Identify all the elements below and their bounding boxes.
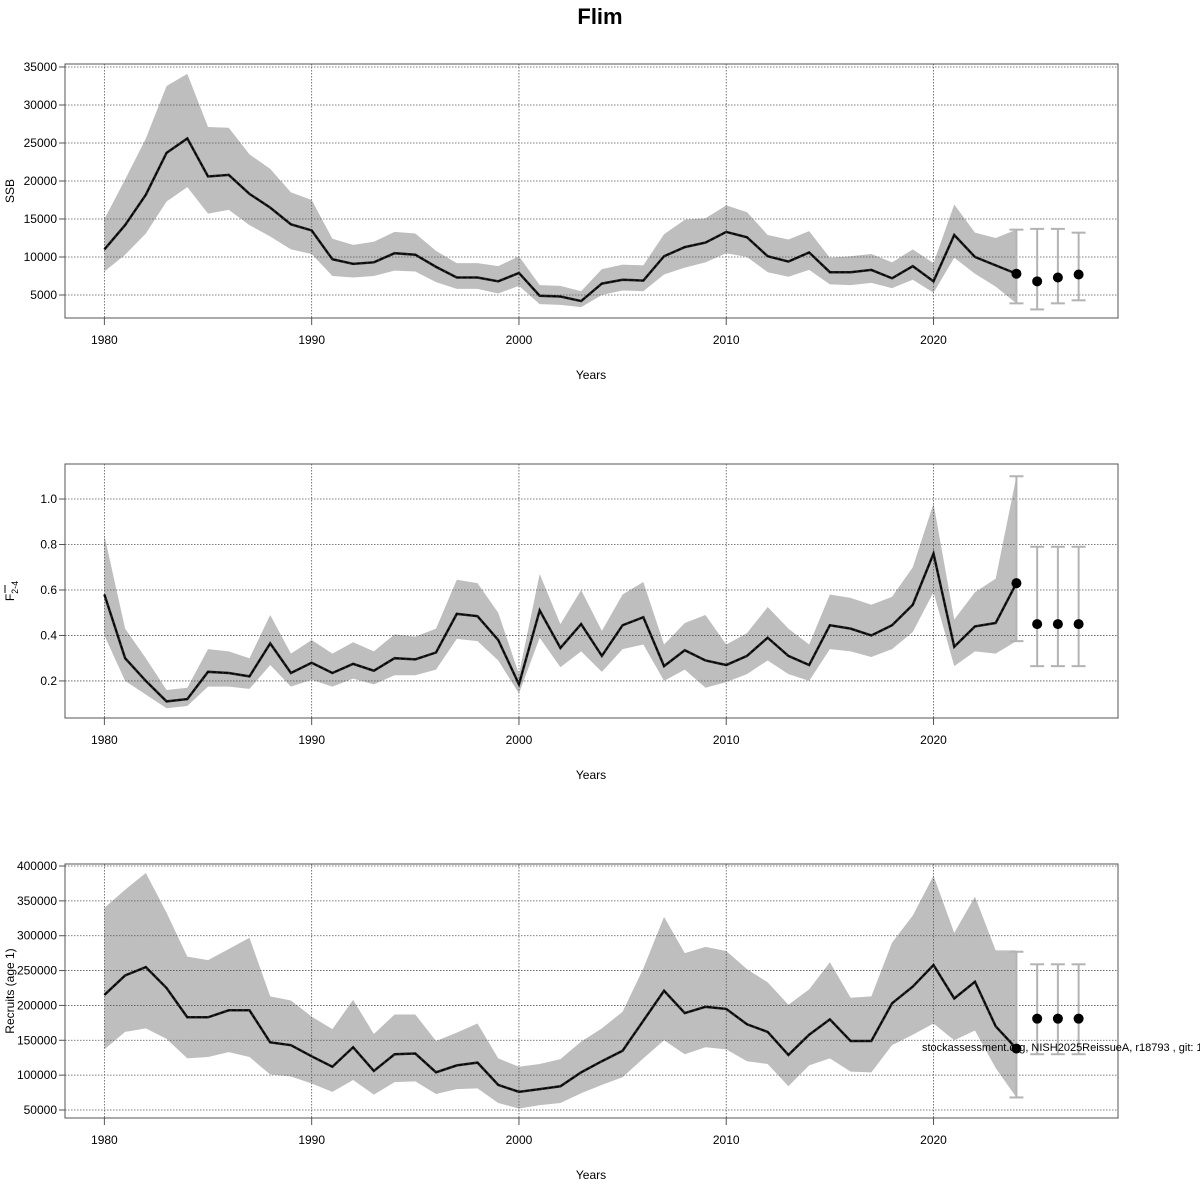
confidence-band bbox=[104, 476, 1017, 709]
y-axis-label-subscript: 2-4 bbox=[10, 581, 20, 594]
x-tick-label: 1990 bbox=[298, 733, 325, 747]
panel-1: 1980 1990 2000 2010 2020 5000 10000 15000 20000 2… bbox=[3, 60, 1119, 382]
x-tick-label: 2020 bbox=[920, 333, 947, 347]
x-tick-label: 2020 bbox=[920, 1133, 947, 1147]
y-axis-label: F2-4 bbox=[3, 581, 20, 601]
plot-frame bbox=[64, 863, 1119, 1119]
forecast-point bbox=[1052, 1013, 1063, 1024]
y-tick-label: 400000 bbox=[17, 859, 57, 873]
plot-frame bbox=[64, 463, 1119, 719]
x-tick-label: 2010 bbox=[713, 333, 740, 347]
forecast-point bbox=[1011, 1043, 1022, 1054]
forecast-point bbox=[1073, 269, 1084, 280]
x-tick-label: 1980 bbox=[91, 333, 118, 347]
x-axis-label: Years bbox=[576, 368, 606, 382]
y-tick-label: 0.6 bbox=[40, 583, 57, 597]
forecast-point bbox=[1052, 272, 1063, 283]
y-tick-label: 35000 bbox=[24, 60, 58, 74]
y-tick-label: 10000 bbox=[24, 250, 58, 264]
panel-2: 1980 1990 2000 2010 2020 0.2 0.4 0.6 0.8 1.0 Years… bbox=[3, 463, 1119, 782]
y-tick-label: 20000 bbox=[24, 174, 58, 188]
x-tick-label: 2010 bbox=[713, 733, 740, 747]
y-tick-label: 5000 bbox=[30, 288, 57, 302]
forecast-point bbox=[1032, 276, 1043, 287]
x-tick-label: 2010 bbox=[713, 1133, 740, 1147]
footer-text: stockassessment.org, NISH2025ReissueA, r… bbox=[922, 1042, 1200, 1054]
x-tick-label: 2000 bbox=[506, 1133, 533, 1147]
y-tick-label: 350000 bbox=[17, 894, 57, 908]
y-tick-label: 0.2 bbox=[40, 674, 57, 688]
x-axis-label: Years bbox=[576, 768, 606, 782]
estimate-line-dash bbox=[103, 551, 1017, 703]
confidence-band bbox=[104, 872, 1017, 1109]
x-tick-label: 1990 bbox=[298, 1133, 325, 1147]
x-tick-label: 1990 bbox=[298, 333, 325, 347]
y-tick-label: 30000 bbox=[24, 98, 58, 112]
y-tick-label: 0.4 bbox=[40, 628, 57, 642]
y-tick-label: 150000 bbox=[17, 1033, 57, 1047]
panel-3: 1980 1990 2000 2010 2020 50000 100000 150000 200… bbox=[3, 859, 1119, 1182]
y-tick-label: 200000 bbox=[17, 998, 57, 1012]
forecast-point bbox=[1073, 619, 1084, 630]
forecast-point bbox=[1032, 1013, 1043, 1024]
x-tick-label: 2000 bbox=[506, 333, 533, 347]
forecast-point bbox=[1011, 578, 1022, 589]
x-tick-label: 1980 bbox=[91, 733, 118, 747]
forecast-point bbox=[1032, 619, 1043, 630]
y-tick-label: 25000 bbox=[24, 136, 58, 150]
forecast-point bbox=[1052, 619, 1063, 630]
x-tick-label: 2000 bbox=[506, 733, 533, 747]
y-axis-label: Recruits (age 1) bbox=[3, 948, 17, 1033]
chart-title: Flim bbox=[577, 4, 622, 29]
forecast-point bbox=[1011, 268, 1022, 279]
y-tick-label: 1.0 bbox=[40, 492, 57, 506]
estimate-line-dash bbox=[103, 964, 1017, 1093]
y-tick-label: 250000 bbox=[17, 964, 57, 978]
y-tick-label: 0.8 bbox=[40, 537, 57, 551]
confidence-band bbox=[104, 73, 1017, 308]
estimate-line-dash bbox=[103, 137, 1017, 302]
y-axis-label: SSB bbox=[3, 179, 17, 203]
x-axis-label: Years bbox=[576, 1168, 606, 1182]
y-tick-label: 100000 bbox=[17, 1068, 57, 1082]
y-tick-label: 15000 bbox=[24, 212, 58, 226]
forecast-point bbox=[1073, 1013, 1084, 1024]
y-tick-label: 300000 bbox=[17, 929, 57, 943]
x-tick-label: 1980 bbox=[91, 1133, 118, 1147]
x-tick-label: 2020 bbox=[920, 733, 947, 747]
plot-frame bbox=[64, 63, 1119, 319]
y-tick-label: 50000 bbox=[24, 1103, 58, 1117]
